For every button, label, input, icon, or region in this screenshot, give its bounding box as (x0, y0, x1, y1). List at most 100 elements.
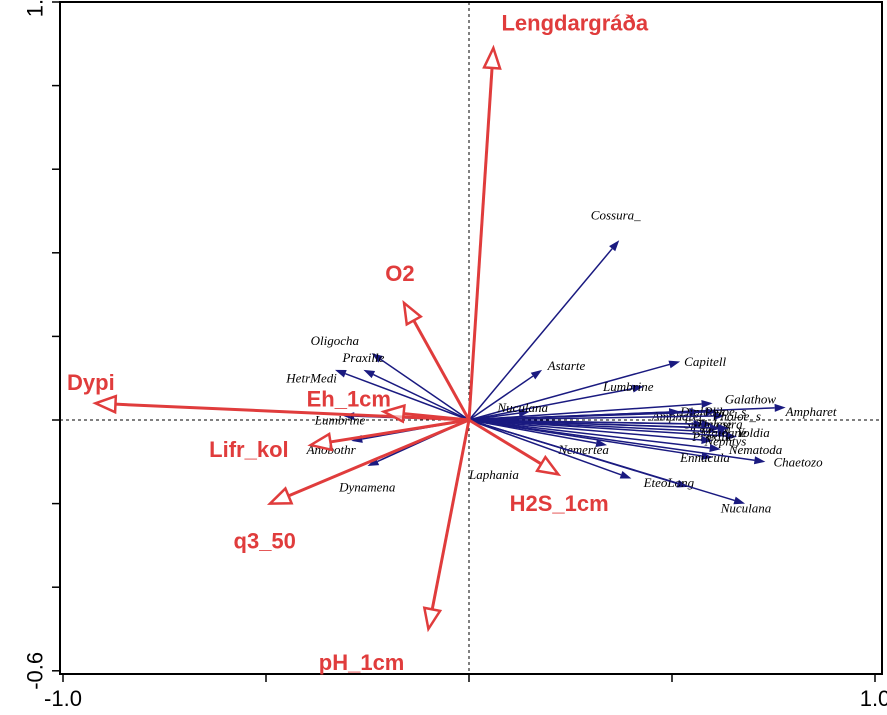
species-arrow-head (632, 384, 644, 393)
env-label: Eh_1cm (307, 387, 391, 412)
species-label: Dynamena (338, 479, 396, 494)
env-label: O2 (385, 261, 414, 286)
env-vector: H2S_1cm (468, 418, 609, 516)
species-arrow-head (518, 409, 530, 418)
env-arrow-shaft (467, 67, 494, 421)
species-label: Nemertea (557, 442, 609, 457)
species-label: Ampharet (785, 404, 837, 419)
species-arrow-head (701, 451, 713, 460)
species-arrow-head (701, 419, 713, 428)
env-label: Lengdargráða (501, 10, 648, 35)
species-arrow-shaft (468, 419, 597, 444)
env-arrow-head (92, 394, 118, 415)
species-vector: HetrMedi (285, 369, 470, 421)
species-arrow-head (709, 444, 721, 452)
env-arrow-head (402, 300, 423, 327)
plot-frame (59, 1, 883, 675)
environment-vectors: Lengdargráða O2 Dypi Eh_1cm Lifr_kol q3_50 pH_… (67, 10, 649, 675)
env-label: Dypi (67, 370, 115, 395)
species-arrow-head (725, 432, 737, 441)
env-label: q3_50 (234, 529, 296, 554)
species-arrow-shaft (468, 363, 670, 421)
species-label: Ennucula (679, 450, 730, 465)
species-label: Cossura_ (591, 208, 641, 223)
species-vector: Laphania (468, 419, 632, 482)
env-arrow-head (482, 44, 502, 70)
species-arrow-shaft (468, 419, 718, 429)
species-arrow-head (701, 400, 713, 409)
species-label: Astarte (547, 358, 586, 373)
species-vector: Praxille (341, 350, 470, 421)
species-label: HetrMedi (285, 371, 337, 386)
species-arrow-head (713, 412, 725, 420)
species-arrow-shaft (468, 375, 534, 421)
env-vector: Lifr_kol (209, 418, 470, 462)
axes: -1.0 1.0 1.0 -0.6 (23, 0, 887, 711)
species-label: Lumbrine (602, 379, 654, 394)
species-vector: Yoldia (468, 419, 770, 440)
env-arrow-shaft (115, 402, 470, 422)
x-tick-label: 1.0 (860, 686, 887, 711)
env-vector: pH_1cm (319, 419, 471, 675)
species-vector: Lumbrine (468, 379, 654, 421)
species-label: Laphania (468, 467, 519, 482)
species-vector: Cossura_ (468, 208, 641, 421)
env-label: Lifr_kol (209, 437, 288, 462)
species-arrow-head (753, 456, 766, 465)
species-arrow-head (668, 360, 681, 369)
species-arrow-head (530, 369, 543, 380)
species-arrow-shaft (380, 358, 470, 421)
env-label: H2S_1cm (510, 491, 609, 516)
species-arrow-shaft (468, 419, 727, 437)
species-label: Pholoe_s (712, 408, 761, 423)
env-label: pH_1cm (319, 650, 405, 675)
species-label: Capitell (684, 354, 726, 369)
species-arrow-head (619, 471, 632, 479)
species-arrow-shaft (468, 419, 702, 441)
species-label: Chaetozo (774, 454, 824, 469)
species-arrow-head (609, 240, 620, 252)
species-arrow-head (717, 424, 729, 433)
env-arrow-head (535, 454, 562, 477)
env-arrow-shaft (468, 418, 543, 466)
species-arrow-head (335, 369, 347, 378)
env-vector: Lengdargráða (467, 10, 649, 421)
species-arrow-shaft (468, 403, 702, 421)
env-arrow-shaft (330, 418, 470, 444)
species-arrow-shaft (468, 415, 714, 421)
species-vector: Pholoe_s (468, 408, 761, 423)
species-arrow-shaft (468, 419, 735, 502)
species-vector: Nemertea (468, 419, 609, 457)
env-vector: O2 (385, 261, 471, 421)
env-arrow-shaft (403, 412, 470, 422)
species-label: Nuculana (496, 400, 548, 415)
species-vector: Nuculana (468, 419, 772, 515)
env-arrow-shaft (412, 319, 471, 421)
env-arrow-head (380, 403, 406, 424)
species-arrow-shaft (468, 248, 613, 421)
species-arrow-head (701, 435, 713, 444)
species-arrow-shaft (468, 387, 633, 421)
species-label: Praxille (341, 350, 384, 365)
species-arrow-shaft (468, 419, 755, 462)
y-tick-label: 1.0 (23, 0, 48, 17)
species-arrow-head (595, 439, 608, 448)
species-label: EteoLong (643, 475, 695, 490)
species-arrow-head (705, 408, 717, 417)
species-vector: Astarte (468, 358, 586, 421)
env-vector: Eh_1cm (307, 387, 470, 424)
species-vector: Oligocha (311, 333, 470, 421)
species-vector: Galathow (468, 392, 776, 421)
x-tick-label: -1.0 (44, 686, 82, 711)
env-arrow-shaft (287, 418, 470, 498)
species-arrow-shaft (345, 372, 470, 421)
species-arrow-head (774, 403, 786, 412)
env-vector: q3_50 (234, 418, 470, 554)
species-arrow-head (371, 353, 383, 363)
env-arrow-shaft (430, 419, 471, 610)
species-vectors: Cossura_ Oligocha Praxille HetrMedi Lumbrine… (285, 208, 837, 516)
species-label: Oligocha (311, 333, 360, 348)
species-label: Yoldia (737, 425, 770, 440)
species-label: Nematoda (728, 442, 783, 457)
